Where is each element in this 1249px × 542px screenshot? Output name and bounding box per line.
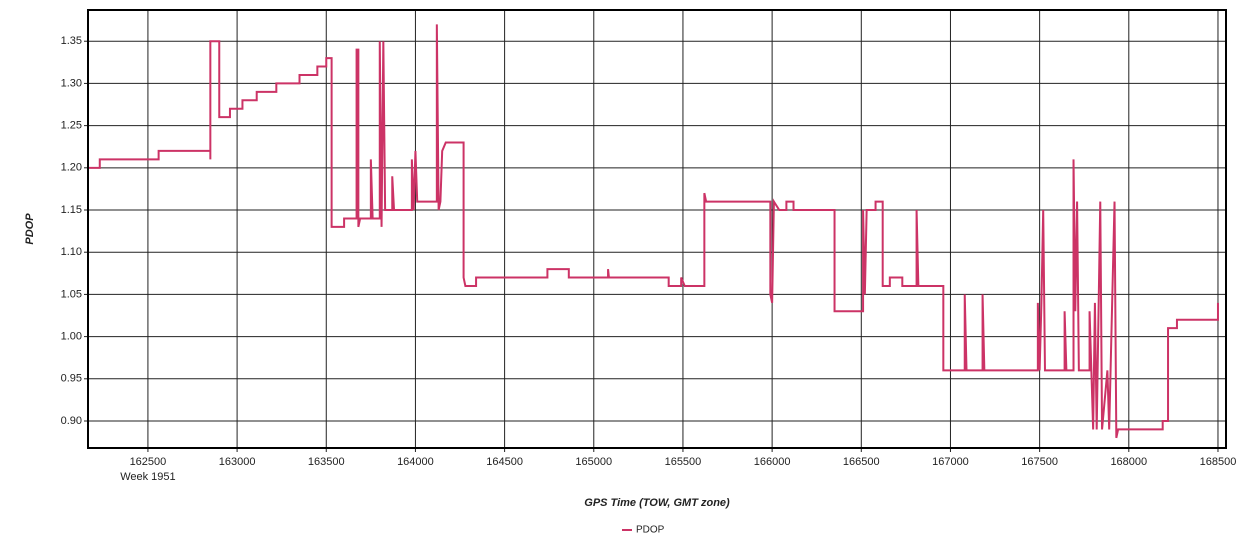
plot-frame (87, 9, 1227, 449)
y-axis-label: PDOP (24, 213, 36, 245)
x-tick-label: 163000 (219, 456, 256, 468)
x-tick-label: 162500 (130, 456, 167, 468)
y-tick-label: 0.90 (61, 415, 82, 427)
y-tick-label: 1.20 (61, 162, 82, 174)
x-tick-label: 166000 (754, 456, 791, 468)
y-tick-label: 1.25 (61, 120, 82, 132)
x-tick-label: 164500 (486, 456, 523, 468)
x-tick-label: 165500 (665, 456, 702, 468)
annotation: Week 1951 (120, 471, 175, 483)
y-tick-label: 1.05 (61, 288, 82, 300)
x-tick-label: 167000 (932, 456, 969, 468)
x-tick-label: 168500 (1200, 456, 1237, 468)
y-tick-label: 1.10 (61, 246, 82, 258)
x-tick-label: 164000 (397, 456, 434, 468)
x-tick-label: 168000 (1110, 456, 1147, 468)
x-tick-label: 166500 (843, 456, 880, 468)
y-tick-label: 0.95 (61, 373, 82, 385)
y-tick-label: 1.15 (61, 204, 82, 216)
x-axis-label: GPS Time (TOW, GMT zone) (584, 497, 730, 509)
data-line (89, 24, 1219, 439)
x-tick-label: 163500 (308, 456, 345, 468)
x-tick-label: 167500 (1021, 456, 1058, 468)
y-tick-label: 1.30 (61, 77, 82, 89)
x-tick-label: 165000 (575, 456, 612, 468)
y-tick-label: 1.00 (61, 331, 82, 343)
legend-label: PDOP (636, 525, 665, 536)
y-tick-label: 1.35 (61, 35, 82, 47)
